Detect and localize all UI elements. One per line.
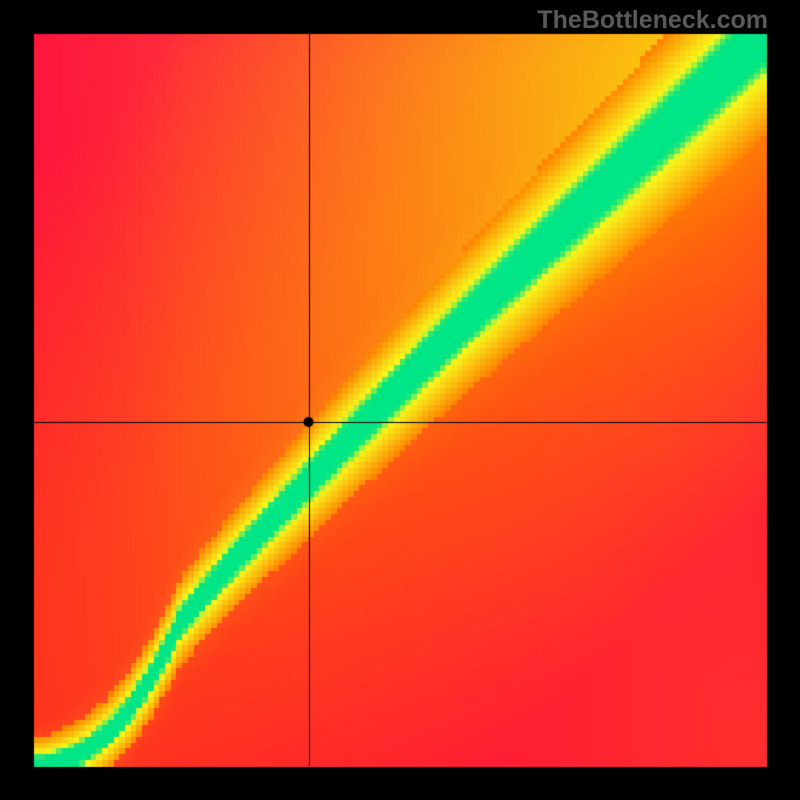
watermark-text: TheBottleneck.com <box>537 6 768 35</box>
bottleneck-heatmap <box>0 0 800 800</box>
